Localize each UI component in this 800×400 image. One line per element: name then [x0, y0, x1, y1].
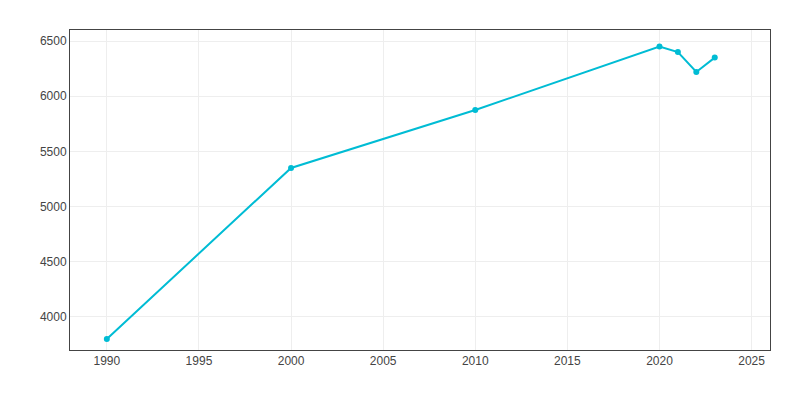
svg-text:2005: 2005	[370, 354, 397, 368]
svg-text:2025: 2025	[738, 354, 765, 368]
svg-text:4500: 4500	[40, 255, 67, 269]
svg-text:5000: 5000	[40, 200, 67, 214]
svg-text:2000: 2000	[278, 354, 305, 368]
svg-text:2010: 2010	[462, 354, 489, 368]
svg-text:2015: 2015	[554, 354, 581, 368]
svg-text:1990: 1990	[93, 354, 120, 368]
svg-text:5500: 5500	[40, 145, 67, 159]
svg-text:6500: 6500	[40, 34, 67, 48]
svg-text:2020: 2020	[646, 354, 673, 368]
svg-text:6000: 6000	[40, 89, 67, 103]
svg-text:1995: 1995	[186, 354, 213, 368]
svg-text:4000: 4000	[40, 310, 67, 324]
